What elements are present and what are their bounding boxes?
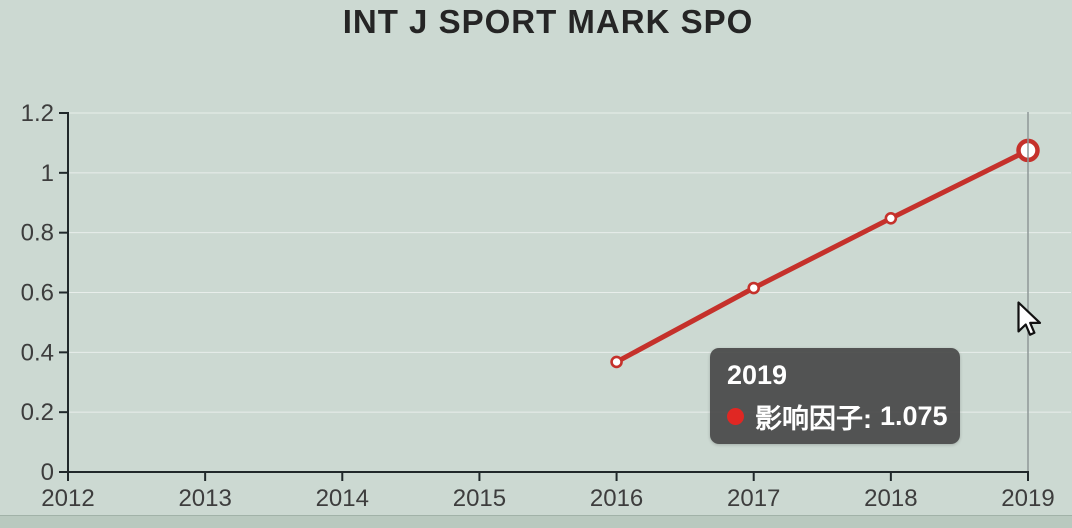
x-tick-label: 2016	[590, 485, 643, 512]
x-tick-label: 2015	[453, 485, 506, 512]
tooltip-series-row: 影响因子: 1.075	[727, 397, 950, 436]
y-tick-label: 0.4	[21, 339, 54, 366]
y-tick-label: 0.8	[21, 220, 54, 247]
y-tick-label: 0.2	[21, 399, 54, 426]
y-tick-label: 1.2	[21, 100, 54, 127]
tooltip: 2019 影响因子: 1.075	[710, 348, 960, 444]
x-tick-label: 2017	[727, 485, 780, 512]
bottom-strip	[0, 515, 1072, 528]
data-point-2016[interactable]	[610, 355, 623, 369]
y-tick-label: 0	[41, 459, 54, 486]
y-tick-label: 1	[41, 160, 54, 187]
mouse-cursor-icon	[1017, 301, 1042, 336]
tooltip-year: 2019	[727, 360, 788, 390]
data-point-2017[interactable]	[747, 281, 761, 295]
tooltip-series-label: 影响因子:	[755, 404, 872, 434]
data-point-2018[interactable]	[884, 212, 898, 225]
chart-title: INT J SPORT MARK SPO	[342, 3, 754, 40]
x-tick-label: 2019	[1001, 485, 1054, 512]
series-line	[614, 147, 1031, 365]
tooltip-value: 1.075	[880, 401, 948, 431]
x-tick-label: 2018	[864, 485, 917, 512]
x-tick-label: 2014	[316, 485, 369, 512]
series-marker-dot	[727, 408, 744, 425]
x-tick-label: 2012	[41, 485, 94, 512]
y-tick-label: 0.6	[21, 280, 54, 307]
x-tick-label: 2013	[178, 485, 231, 512]
cursor-arrow-shape	[1017, 301, 1042, 336]
